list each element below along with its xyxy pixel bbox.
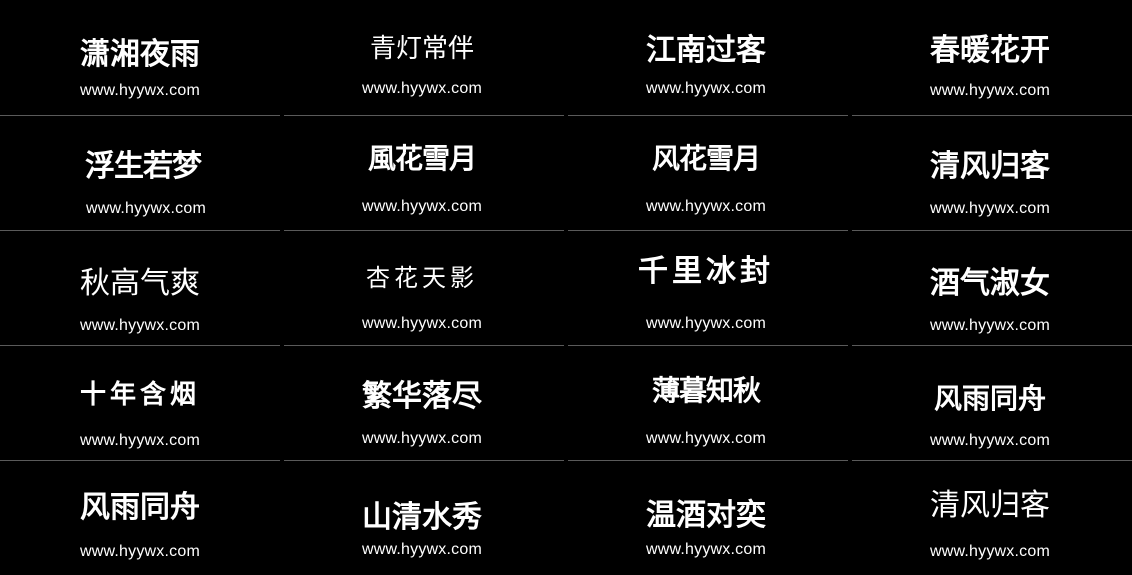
font-sample-url: www.hyywx.com xyxy=(80,543,200,560)
font-sample-cell: 繁华落尽 www.hyywx.com xyxy=(280,346,564,461)
font-sample-title: 秋高气爽 xyxy=(80,266,200,301)
font-sample-url: www.hyywx.com xyxy=(80,432,200,449)
font-sample-url: www.hyywx.com xyxy=(362,315,482,332)
font-sample-title: 潇湘夜雨 xyxy=(80,37,200,72)
font-sample-title: 繁华落尽 xyxy=(362,379,482,414)
font-sample-title: 杏花天影 xyxy=(366,264,478,292)
font-sample-title: 薄暮知秋 xyxy=(651,374,761,407)
font-sample-cell: 春暖花开 www.hyywx.com xyxy=(848,0,1132,116)
font-sample-url: www.hyywx.com xyxy=(646,430,766,447)
font-sample-title: 风雨同舟 xyxy=(933,382,1046,415)
font-sample-title: 酒气淑女 xyxy=(930,266,1050,301)
font-sample-cell: 潇湘夜雨 www.hyywx.com xyxy=(0,0,280,116)
font-sample-cell: 风雨同舟 www.hyywx.com xyxy=(0,461,280,575)
font-sample-url: www.hyywx.com xyxy=(362,198,482,215)
font-sample-title: 风花雪月 xyxy=(651,142,761,175)
font-sample-cell: 風花雪月 www.hyywx.com xyxy=(280,116,564,231)
font-sample-title: 十年含烟 xyxy=(79,380,200,410)
font-sample-cell: 秋高气爽 www.hyywx.com xyxy=(0,231,280,346)
font-sample-url: www.hyywx.com xyxy=(362,430,482,447)
font-sample-title: 江南过客 xyxy=(646,33,766,68)
font-sample-cell: 风花雪月 www.hyywx.com xyxy=(564,116,848,231)
font-sample-url: www.hyywx.com xyxy=(930,317,1050,334)
font-sample-cell: 薄暮知秋 www.hyywx.com xyxy=(564,346,848,461)
font-sample-cell: 清风归客 www.hyywx.com xyxy=(848,116,1132,231)
font-sample-url: www.hyywx.com xyxy=(646,198,766,215)
font-sample-cell: 山清水秀 www.hyywx.com xyxy=(280,461,564,575)
font-sample-cell: 风雨同舟 www.hyywx.com xyxy=(848,346,1132,461)
font-sample-cell: 温酒对奕 www.hyywx.com xyxy=(564,461,848,575)
font-sample-title: 春暖花开 xyxy=(930,33,1050,68)
font-sample-url: www.hyywx.com xyxy=(930,200,1050,217)
font-sample-title: 温酒对奕 xyxy=(646,498,766,533)
font-sample-cell: 青灯常伴 www.hyywx.com xyxy=(280,0,564,116)
font-sample-cell: 酒气淑女 www.hyywx.com xyxy=(848,231,1132,346)
font-sample-title: 清风归客 xyxy=(930,488,1050,523)
font-sample-url: www.hyywx.com xyxy=(362,80,482,97)
font-sample-cell: 清风归客 www.hyywx.com xyxy=(848,461,1132,575)
font-sample-cell: 浮生若梦 www.hyywx.com xyxy=(0,116,280,231)
font-sample-title: 清风归客 xyxy=(930,149,1050,184)
font-sample-url: www.hyywx.com xyxy=(646,80,766,97)
font-sample-url: www.hyywx.com xyxy=(930,82,1050,99)
font-sample-title: 千里冰封 xyxy=(638,254,774,289)
font-sample-title: 风雨同舟 xyxy=(80,490,200,525)
font-sample-url: www.hyywx.com xyxy=(80,82,200,99)
font-sample-title: 山清水秀 xyxy=(362,500,482,535)
font-sample-url: www.hyywx.com xyxy=(930,432,1050,449)
font-sample-url: www.hyywx.com xyxy=(86,200,206,217)
font-sample-title: 風花雪月 xyxy=(367,142,477,175)
font-sample-url: www.hyywx.com xyxy=(930,543,1050,560)
font-sample-url: www.hyywx.com xyxy=(646,541,766,558)
font-sample-cell: 杏花天影 www.hyywx.com xyxy=(280,231,564,346)
font-sample-cell: 千里冰封 www.hyywx.com xyxy=(564,231,848,346)
font-sample-url: www.hyywx.com xyxy=(80,317,200,334)
font-sample-cell: 江南过客 www.hyywx.com xyxy=(564,0,848,116)
font-sample-title: 青灯常伴 xyxy=(369,34,474,64)
font-sample-cell: 十年含烟 www.hyywx.com xyxy=(0,346,280,461)
font-sample-title: 浮生若梦 xyxy=(85,149,202,184)
font-sample-url: www.hyywx.com xyxy=(646,315,766,332)
font-sample-url: www.hyywx.com xyxy=(362,541,482,558)
